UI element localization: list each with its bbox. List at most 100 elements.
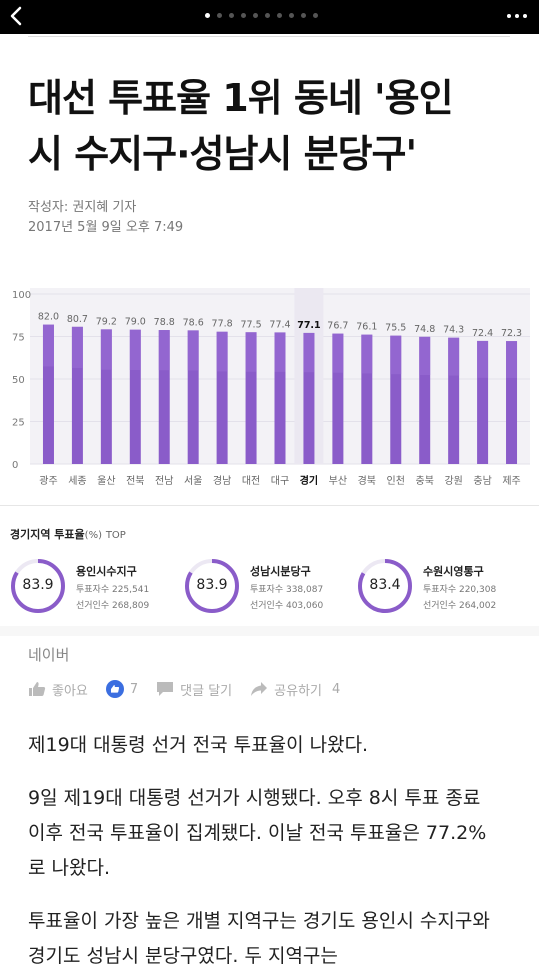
chart-bar — [245, 332, 257, 464]
chart-bar-highlight — [303, 332, 315, 373]
article-body: 제19대 대통령 선거 전국 투표율이 나왔다. 9일 제19대 대통령 선거가… — [28, 728, 498, 974]
page-dot — [277, 13, 282, 18]
chart-x-tick-label: 대구 — [271, 475, 289, 487]
chart-x-tick-label: 경북 — [358, 474, 376, 487]
region-section — [0, 505, 539, 626]
chart-data-label: 77.1 — [297, 320, 320, 331]
chart-y-tick-label: 100 — [12, 290, 31, 301]
card-voters: 선거인수 264,002 — [423, 601, 497, 611]
turnout-ring-icon — [185, 559, 239, 613]
chart-bar-highlight — [71, 326, 83, 368]
like-button[interactable]: 좋아요 — [28, 680, 88, 699]
turnout-ring-icon — [11, 559, 65, 613]
card-voters: 선거인수 268,809 — [76, 601, 150, 611]
chart-bar-highlight — [506, 341, 518, 378]
page-dot — [289, 13, 294, 18]
chart-data-label: 79.2 — [96, 316, 117, 327]
region-title-text: 경기지역 투표율 — [10, 528, 85, 541]
chart-data-label: 74.3 — [443, 325, 464, 336]
region-title-unit: (%) — [84, 530, 102, 541]
chart-x-tick-label: 제주 — [502, 475, 520, 487]
chart-x-tick-label: 인천 — [387, 475, 405, 487]
chart-x-tick-label: 세종 — [68, 475, 86, 487]
chart-bar-highlight — [216, 331, 228, 372]
chart-bar-highlight — [390, 335, 402, 375]
source-label: 네이버 — [28, 646, 70, 664]
chart-x-tick-label: 부산 — [329, 475, 347, 487]
chart-x-tick-label: 경남 — [213, 474, 231, 487]
chart-bar — [361, 334, 373, 464]
card-value: 83.4 — [369, 577, 401, 593]
chart-x-tick-label: 전남 — [155, 475, 173, 487]
chart-bar-highlight — [419, 336, 431, 375]
header-divider — [28, 36, 510, 37]
share-button[interactable]: 공유하기 4 — [250, 680, 340, 699]
chart-data-label: 78.8 — [154, 317, 175, 328]
chart-bar — [100, 329, 112, 464]
comment-button[interactable]: 댓글 달기 — [156, 680, 232, 699]
card-votes: 투표자수 338,087 — [250, 585, 324, 595]
chart-bar — [506, 341, 518, 464]
chart-svg: 0 25 50 75 100 82.0 광주 80.7 세종 79.2 울산 79.0 전북 78.8 전남… — [12, 288, 530, 487]
region-title-suffix: TOP — [105, 530, 126, 541]
chart-data-label: 82.0 — [38, 312, 59, 323]
region-card: 83.4 수원시영통구 투표자수 220,308 선거인수 264,002 — [357, 558, 527, 618]
chart-bar-highlight — [129, 329, 141, 370]
chart-bar-highlight — [100, 329, 112, 370]
chart-x-tick-label: 광주 — [39, 475, 57, 487]
page-dot — [265, 13, 270, 18]
share-count: 4 — [332, 681, 341, 697]
chart-x-tick-label: 경기 — [300, 474, 318, 487]
chart-x-tick-label: 서울 — [184, 475, 202, 487]
chart-y-tick-label: 75 — [12, 333, 25, 344]
action-bar: 좋아요 7 댓글 달기 공유하기 4 — [28, 677, 358, 701]
share-arrow-icon — [251, 682, 268, 696]
byline: 작성자: 권지혜 기자 2017년 5월 9일 오후 7:49 — [28, 198, 183, 238]
chart-bar — [303, 332, 315, 464]
chart-x-tick-label: 강원 — [444, 475, 462, 487]
section-divider — [0, 626, 539, 636]
page-dot — [253, 13, 258, 18]
chart-bar — [448, 337, 460, 464]
card-value: 83.9 — [22, 577, 54, 593]
page-dot — [241, 13, 246, 18]
chart-x-tick-label: 충북 — [416, 475, 434, 487]
chart-data-label: 79.0 — [125, 317, 146, 328]
chart-bar-highlight — [477, 340, 489, 378]
chart-bar-highlight — [187, 330, 199, 371]
chart-bar-highlight — [448, 337, 460, 376]
chart-bar — [332, 333, 344, 464]
chart-data-label: 72.4 — [472, 328, 493, 339]
chart-bar — [42, 324, 54, 464]
page-dot — [313, 13, 318, 18]
more-dots-icon[interactable] — [507, 14, 527, 18]
chart-data-label: 72.3 — [501, 328, 522, 339]
chart-bar — [71, 326, 83, 464]
chart-bar-highlight — [332, 333, 344, 373]
top-bar — [0, 0, 539, 34]
chart-data-label: 77.8 — [212, 319, 233, 330]
page-dot — [217, 13, 222, 18]
chart-bar — [390, 335, 402, 464]
chart-data-label: 78.6 — [183, 317, 204, 328]
chevron-left-icon[interactable] — [6, 4, 28, 28]
chart-x-tick-label: 울산 — [97, 475, 115, 487]
share-label: 공유하기 — [274, 683, 322, 699]
chart-bar-highlight — [158, 330, 170, 371]
chart-x-tick-label: 대전 — [242, 475, 260, 487]
chart-bar — [216, 331, 228, 464]
chart-bar-highlight — [42, 324, 54, 367]
article-headline: 대선 투표율 1위 동네 '용인 시 수지구·성남시 분당구' — [28, 70, 518, 182]
card-name: 용인시수지구 — [76, 565, 137, 578]
region-card: 83.9 용인시수지구 투표자수 225,541 선거인수 268,809 — [10, 558, 180, 618]
chart-bar — [477, 340, 489, 464]
chart-data-label: 74.8 — [414, 324, 435, 335]
body-paragraph-1: 제19대 대통령 선거 전국 투표율이 나왔다. — [28, 734, 369, 756]
chart-data-label: 80.7 — [67, 314, 88, 325]
chart-bar — [187, 330, 199, 464]
card-votes: 투표자수 225,541 — [76, 585, 150, 595]
page-indicator — [205, 13, 318, 21]
chart-bar-highlight — [361, 334, 373, 374]
chart-data-label: 75.5 — [385, 323, 406, 334]
turnout-bar-chart: 0 25 50 75 100 82.0 광주 80.7 세종 79.2 울산 79.0 전북 78.8 전남… — [0, 278, 539, 500]
